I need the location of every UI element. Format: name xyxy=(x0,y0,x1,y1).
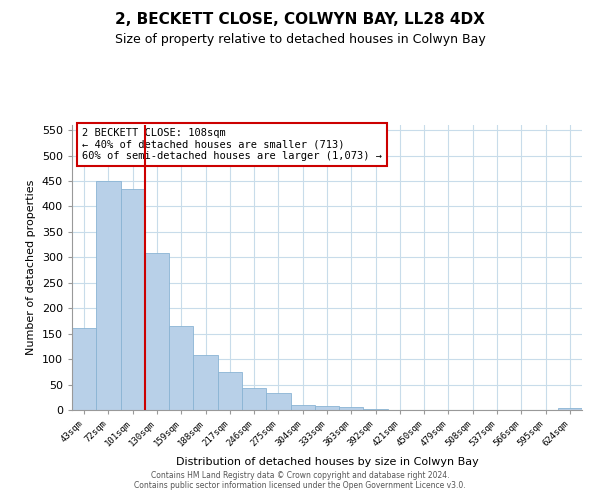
Text: Contains HM Land Registry data © Crown copyright and database right 2024.
Contai: Contains HM Land Registry data © Crown c… xyxy=(134,470,466,490)
Bar xyxy=(364,409,388,410)
Bar xyxy=(558,408,582,410)
Bar xyxy=(218,372,242,410)
Bar xyxy=(242,388,266,410)
Bar xyxy=(315,406,339,410)
Bar xyxy=(169,326,193,410)
Bar xyxy=(72,328,96,410)
Bar xyxy=(96,181,121,410)
Bar xyxy=(121,188,145,410)
Y-axis label: Number of detached properties: Number of detached properties xyxy=(26,180,36,355)
Bar xyxy=(193,355,218,410)
Text: 2 BECKETT CLOSE: 108sqm
← 40% of detached houses are smaller (713)
60% of semi-d: 2 BECKETT CLOSE: 108sqm ← 40% of detache… xyxy=(82,128,382,161)
Bar xyxy=(290,405,315,410)
Text: Size of property relative to detached houses in Colwyn Bay: Size of property relative to detached ho… xyxy=(115,32,485,46)
Text: 2, BECKETT CLOSE, COLWYN BAY, LL28 4DX: 2, BECKETT CLOSE, COLWYN BAY, LL28 4DX xyxy=(115,12,485,28)
Bar xyxy=(266,393,290,410)
Bar xyxy=(339,408,364,410)
Bar xyxy=(145,253,169,410)
X-axis label: Distribution of detached houses by size in Colwyn Bay: Distribution of detached houses by size … xyxy=(176,456,478,466)
